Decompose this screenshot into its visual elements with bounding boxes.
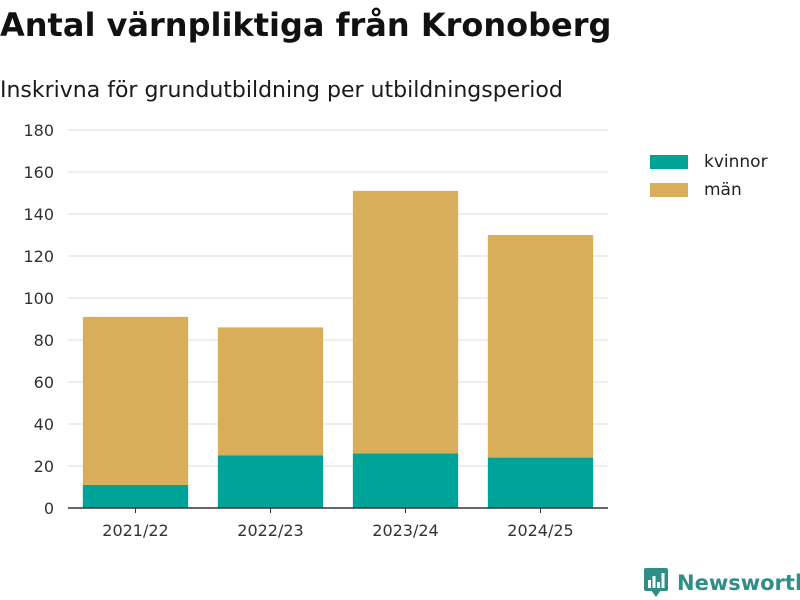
- legend: kvinnor män: [650, 148, 768, 204]
- chart-subtitle: Inskrivna för grundutbildning per utbild…: [0, 78, 563, 103]
- x-tick-label: 2023/24: [372, 521, 438, 540]
- bar-2024-25-man[interactable]: [487, 235, 594, 458]
- legend-label-kvinnor: kvinnor: [704, 152, 768, 172]
- x-tick-label: 2022/23: [237, 521, 303, 540]
- x-axis-ticks: 2021/22 2022/23 2023/24 2024/25: [102, 508, 574, 540]
- y-tick-label: 20: [34, 457, 54, 476]
- y-tick-label: 120: [23, 247, 54, 266]
- brand-logo[interactable]: Newsworthy: [644, 568, 800, 598]
- bar-2022-23-kvinnor[interactable]: [217, 455, 324, 509]
- bar-chart-speech-bubble-icon: [644, 568, 668, 597]
- y-tick-label: 60: [34, 373, 54, 392]
- legend-swatch-man: [650, 183, 688, 197]
- y-tick-label: 40: [34, 415, 54, 434]
- chart-title: Antal värnpliktiga från Kronoberg: [0, 6, 612, 44]
- x-tick-label: 2021/22: [102, 521, 168, 540]
- y-tick-label: 80: [34, 331, 54, 350]
- bar-2023-24-man[interactable]: [352, 190, 459, 454]
- bar-2021-22-kvinnor[interactable]: [82, 484, 189, 508]
- x-tick-label: 2024/25: [507, 521, 573, 540]
- legend-swatch-kvinnor: [650, 155, 688, 169]
- bar-2021-22-man[interactable]: [82, 316, 189, 485]
- y-tick-label: 0: [44, 499, 54, 518]
- y-tick-label: 160: [23, 163, 54, 182]
- bars: [82, 190, 594, 509]
- legend-label-man: män: [704, 180, 742, 200]
- legend-item-man[interactable]: män: [650, 176, 768, 204]
- brand-name: Newsworthy: [677, 571, 800, 595]
- y-tick-label: 180: [23, 121, 54, 140]
- bar-2024-25-kvinnor[interactable]: [487, 457, 594, 508]
- y-tick-label: 140: [23, 205, 54, 224]
- y-axis-ticks: 0 20 40 60 80 100 120 140 160 180: [23, 121, 54, 518]
- legend-item-kvinnor[interactable]: kvinnor: [650, 148, 768, 176]
- bar-2023-24-kvinnor[interactable]: [352, 453, 459, 508]
- y-tick-label: 100: [23, 289, 54, 308]
- bar-2022-23-man[interactable]: [217, 327, 324, 456]
